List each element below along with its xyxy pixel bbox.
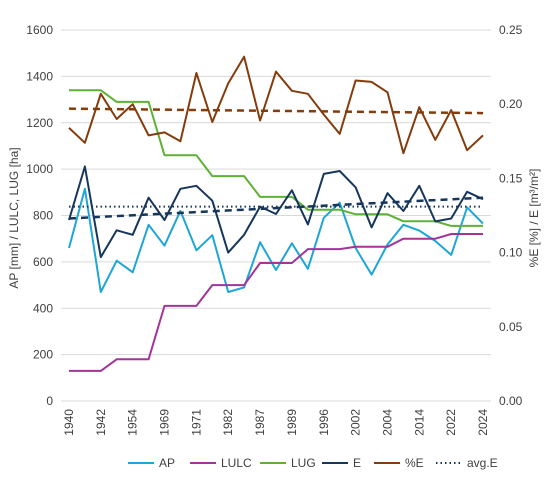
- legend-label: AP: [159, 456, 175, 470]
- right-axis-ticks: 0.00 0.05 0.10 0.15 0.20 0.25: [499, 23, 523, 408]
- legend: AP LULC LUG E %E avg.E: [128, 456, 498, 470]
- y-tick-label: 400: [33, 301, 53, 315]
- x-tick-label: 2014: [412, 409, 426, 436]
- series-e-line: [68, 165, 484, 259]
- x-axis-ticks: 1940 1942 1954 1969 1971 1982 1987 1989 1996 2002…: [62, 409, 490, 436]
- x-tick-label: 1996: [317, 409, 331, 436]
- x-tick-label: 1954: [126, 409, 140, 436]
- y-tick-label: 1000: [26, 162, 53, 176]
- gridlines: [61, 29, 491, 402]
- y-tick-label: 1400: [26, 69, 53, 83]
- series-layer: [68, 55, 484, 372]
- x-tick-label: 2024: [476, 409, 490, 436]
- y-tick-label: 800: [33, 209, 53, 223]
- x-tick-label: 1987: [253, 409, 267, 436]
- y2-tick-label: 0.15: [499, 171, 523, 185]
- y-tick-label: 1200: [26, 116, 53, 130]
- trendline-e: [68, 107, 484, 115]
- left-axis-ticks: 0 200 400 600 800 1000 1200 1400 1600: [26, 23, 53, 408]
- x-tick-label: 2004: [380, 409, 394, 436]
- x-tick-label: 1969: [158, 409, 172, 436]
- legend-label: avg.E: [467, 456, 498, 470]
- y2-tick-label: 0.05: [499, 320, 523, 334]
- legend-label: LUG: [291, 456, 316, 470]
- y-tick-label: 600: [33, 255, 53, 269]
- y2-tick-label: 0.00: [499, 394, 523, 408]
- legend-label: LULC: [221, 456, 252, 470]
- x-tick-label: 1971: [189, 409, 203, 436]
- legend-label: %E: [405, 456, 424, 470]
- trendline-e: [68, 196, 484, 220]
- series-e-line: [68, 55, 484, 155]
- x-tick-label: 1989: [285, 409, 299, 436]
- y-tick-label: 200: [33, 348, 53, 362]
- right-axis-label: %E [%] / E [m³/m²]: [527, 169, 541, 268]
- x-tick-label: 1982: [221, 409, 235, 436]
- x-tick-label: 1940: [62, 409, 76, 436]
- y2-tick-label: 0.10: [499, 246, 523, 260]
- x-tick-label: 2002: [349, 409, 363, 436]
- y2-tick-label: 0.25: [499, 23, 523, 37]
- series-lug-line: [69, 89, 483, 227]
- x-tick-label: 2022: [444, 409, 458, 436]
- legend-label: E: [353, 456, 361, 470]
- x-tick-label: 1942: [94, 409, 108, 436]
- left-axis-label: AP [mm] / LULC, LUG [ha]: [7, 147, 21, 288]
- y-tick-label: 0: [46, 394, 53, 408]
- series-ap-line: [68, 187, 484, 293]
- y2-tick-label: 0.20: [499, 97, 523, 111]
- y-tick-label: 1600: [26, 23, 53, 37]
- series-lulc-line: [69, 233, 483, 372]
